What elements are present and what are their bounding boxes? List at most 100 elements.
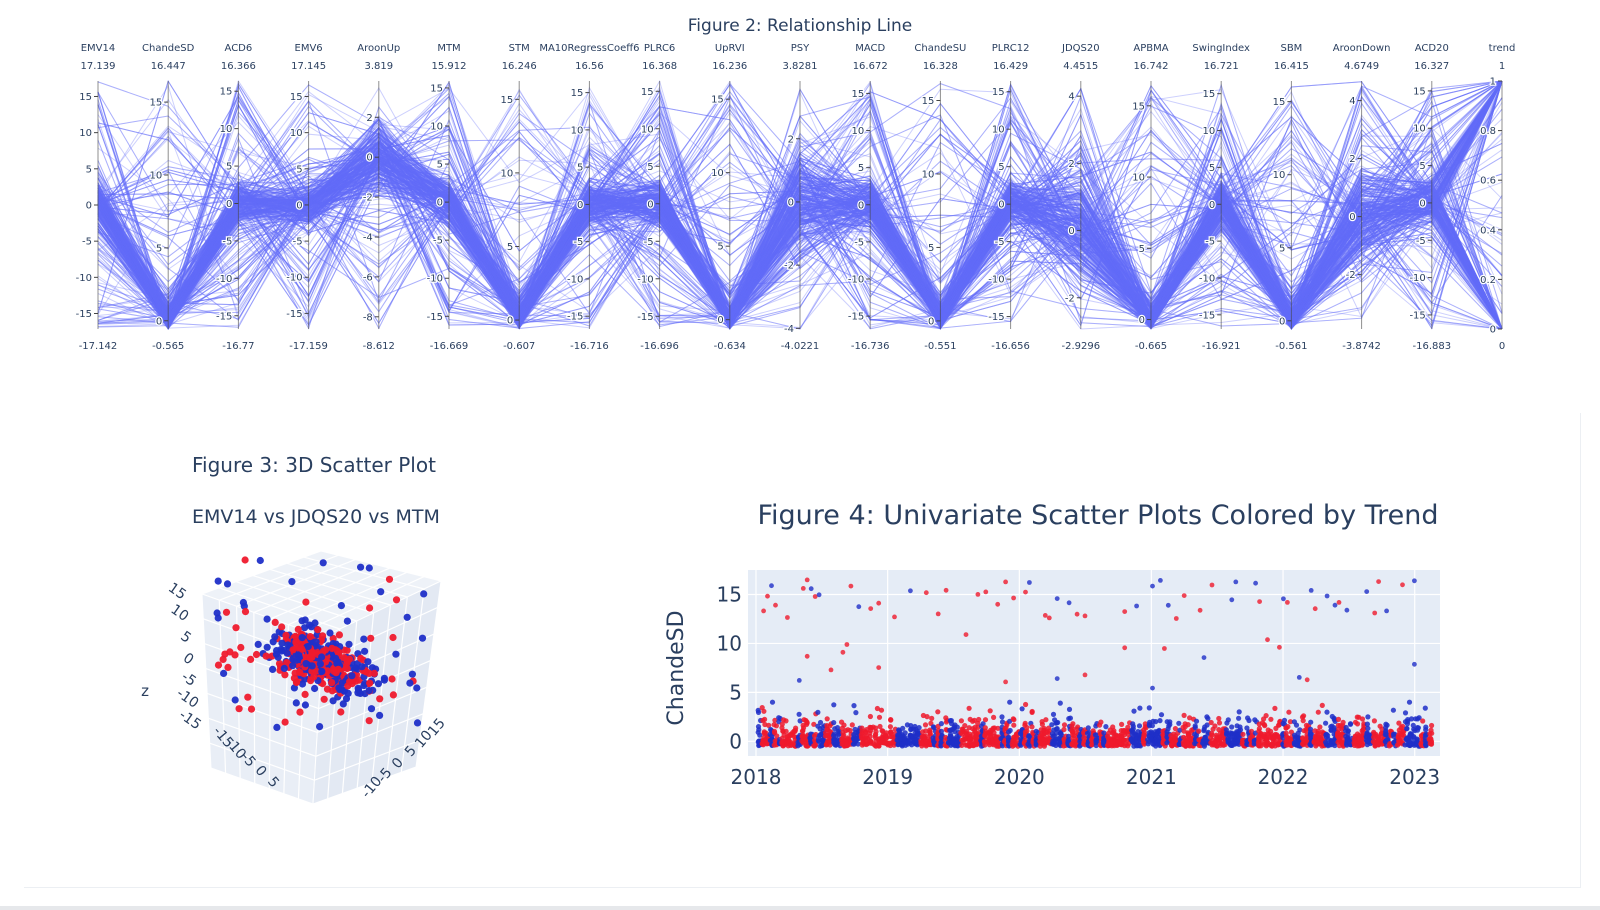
parcoords-axis-psy[interactable]: PSY 3.8281 -4.0221 2 0 -2 -4 [781,43,820,352]
scene-z-tick: 15 [165,580,189,603]
univariate-plot-area[interactable]: 15 10 5 0 2018 2019 2020 2021 2022 2023 [717,570,1441,789]
parcoords-axis-max: 16.328 [923,61,958,72]
univariate-point-down [950,726,956,732]
parcoords-axis-max: 3.819 [364,61,393,72]
parcoords-tick-label: 0 [507,316,513,327]
parcoords-axis-uprvi[interactable]: UpRVI 16.236 -0.634 15 10 5 0 [710,43,747,352]
scatter3d-point-down [231,696,239,704]
univariate-point-down [1281,596,1286,602]
univariate-point-down [902,735,908,741]
univariate-point-up [1358,735,1364,741]
parcoords-axis-mtm[interactable]: MTM 15.912 -16.669 15 10 5 0 -5 -10 -15 [425,43,469,352]
univariate-point-down [1410,722,1416,728]
scatter3d-point-down [223,580,232,588]
univariate-point-down [1344,607,1350,613]
univariate-point-down [1050,711,1057,717]
univariate-point-up [982,733,988,739]
parcoords-axis-label: trend [1489,43,1516,54]
univariate-point-up [1287,719,1293,725]
parcoords-axis-plrc6[interactable]: PLRC6 16.368 -16.696 15 10 5 0 -5 -10 -15 [636,43,679,352]
parcoords-tick-label: 15 [1202,89,1215,100]
parcoords-axis-emv14[interactable]: EMV14 17.139 -17.142 15 10 5 0 -5 -10 -15 [74,43,118,352]
scatter3d-point-up [247,705,256,713]
univariate-point-up [812,594,818,599]
scatter3d-point-up [247,655,255,663]
parcoords-axis-plrc12[interactable]: PLRC12 16.429 -16.656 15 10 5 0 -5 -10 -15 [987,43,1030,352]
scatter3d-point-up [323,685,332,693]
univariate-point-up [1172,726,1178,732]
parcoords-axis-aroondown[interactable]: AroonDown 4.6749 -3.8742 4 2 0 -2 [1333,43,1391,352]
parcoords-tick-label: -5 [433,236,443,247]
parcoords-tick-label: -5 [1416,236,1426,247]
parcoords-axis-trend[interactable]: trend 1 0 1 0.8 0.6 0.4 0.2 0 [1479,43,1516,352]
parcoords-axis-max: 15.912 [432,61,467,72]
univariate-point-up [1011,595,1016,601]
univariate-point-up [1013,731,1020,737]
univariate-point-down [1423,724,1429,730]
parcoords-tick-label: 10 [149,170,162,181]
parcoords-tick-label: 10 [430,122,443,133]
parcoords-tick-label: 15 [79,92,92,103]
univariate-point-down [831,702,837,708]
univariate-point-up [966,731,972,737]
parcoords-tick-label: -6 [363,272,373,283]
scatter3d-point-up [298,645,306,653]
scatter3d-point-down [254,640,262,648]
univariate-point-down [1053,726,1059,732]
univariate-point-up [1359,716,1366,722]
univariate-point-down [1157,718,1163,724]
parcoords-axis-jdqs20[interactable]: JDQS20 4.4515 -2.9296 4 2 0 -2 [1061,43,1100,352]
univariate-point-down [938,728,944,734]
scatter3d-point-up [340,654,348,662]
univariate-point-up [1248,734,1254,740]
parcoords-axis-acd6[interactable]: ACD6 16.366 -16.77 15 10 5 0 -5 -10 -15 [215,43,256,352]
univariate-point-down [808,736,814,742]
parcoords-axis-macd[interactable]: MACD 16.672 -16.736 15 10 5 0 -5 -10 -15 [847,43,890,352]
scatter3d-point-up [222,608,231,616]
parcoords-axis-chandesd[interactable]: ChandeSD 16.447 -0.565 15 10 5 0 [142,43,195,352]
parcoords-axis-min: -17.159 [289,341,328,352]
scatter3d-point-down [273,723,281,731]
univariate-point-up [812,737,818,743]
parcoords-axis-swingindex[interactable]: SwingIndex 16.721 -16.921 15 10 5 0 -5 -10 -15 [1192,43,1250,352]
parcoords-axis-min: 0 [1499,341,1505,352]
univariate-point-up [963,632,969,637]
parcoords-axis-ma10regresscoeff6[interactable]: MA10RegressCoeff6 16.56 -16.716 15 10 5 0 -5 -10… [539,43,639,352]
parcoords-tick-label: -5 [82,237,92,248]
parcoords-axis-stm[interactable]: STM 16.246 -0.607 15 10 5 0 [499,43,536,352]
parcoords-axis-max: 16.236 [712,61,747,72]
parcoords-tick-label: -2 [1065,293,1075,304]
univariate-point-down [855,741,861,747]
parcoords-tick-label: 15 [220,87,233,98]
parcoords-tick-label: 5 [296,164,302,175]
scatter3d-point-up [281,718,289,726]
scatter3d-point-down [408,670,416,678]
univariate-point-up [1141,727,1147,733]
univariate-point-up [1257,599,1262,604]
univariate-point-down [1019,706,1025,712]
univariate-point-up [1378,731,1384,737]
univariate-point-down [1297,727,1303,733]
parcoords-axis-sbm[interactable]: SBM 16.415 -0.561 15 10 5 0 [1271,43,1309,352]
parcoords-axis-chandesu[interactable]: ChandeSU 16.328 -0.551 15 10 5 0 [914,43,966,352]
univariate-point-up [991,714,997,720]
parcoords-tick-label: 10 [1273,170,1286,181]
univariate-point-down [1404,726,1410,732]
parcoords-axis-aroonup[interactable]: AroonUp 3.819 -8.612 2 0 -2 -4 -6 -8 [357,43,400,352]
parcoords-axis-apbma[interactable]: APBMA 16.742 -0.665 15 10 5 0 [1131,43,1169,352]
univariate-point-up [873,729,879,735]
scatter3d-point-down [332,654,340,662]
parcoords-axis-max: 3.8281 [783,61,818,72]
parcoords-tick-label: 5 [717,242,723,253]
univariate-y-tick: 15 [717,582,742,606]
parcoords-axis-acd20[interactable]: ACD20 16.327 -16.883 15 10 5 0 -5 -10 -15 [1408,43,1451,352]
univariate-point-up [1263,713,1269,719]
univariate-point-up [863,729,869,736]
scatter3d-point-up [370,669,378,677]
scatter3d-point-up [333,647,342,655]
parcoords-axis-emv6[interactable]: EMV6 17.145 -17.159 15 10 5 0 -5 -10 -15 [285,43,328,352]
univariate-point-up [761,708,767,714]
univariate-point-up [1124,729,1130,735]
scatter3d-point-up [312,667,320,675]
